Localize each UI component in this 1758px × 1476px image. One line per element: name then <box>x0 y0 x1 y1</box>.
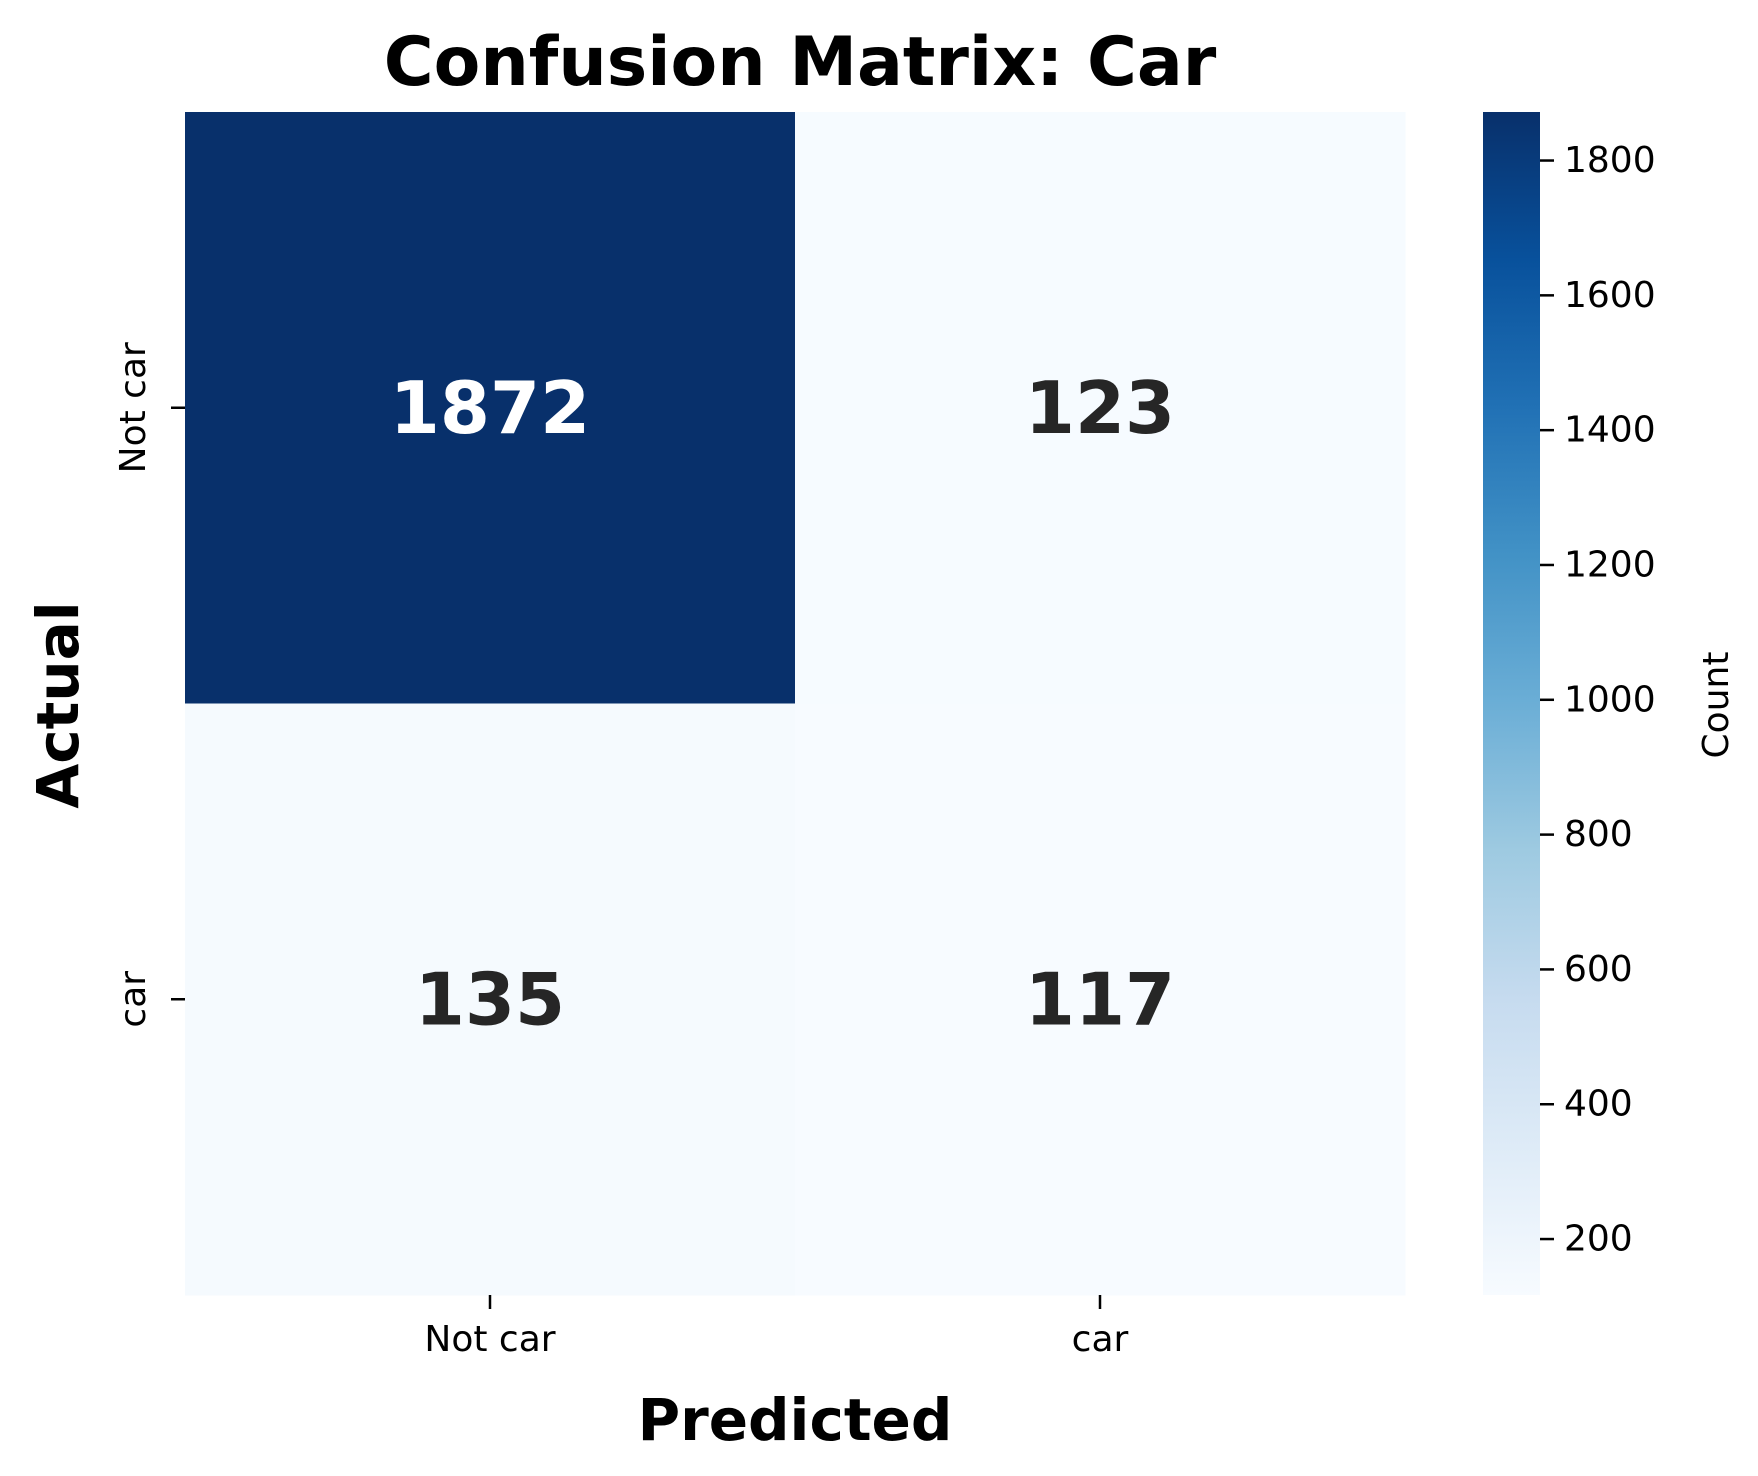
heatmap-cell-1-0 <box>185 703 796 1296</box>
heatmap-cells <box>185 112 1406 1296</box>
cell-value-0-1: 123 <box>1025 366 1175 450</box>
y-tick-label-0: Not car <box>113 342 154 473</box>
colorbar-tick-label-5: 1200 <box>1564 544 1656 585</box>
colorbar <box>1483 112 1540 1295</box>
cell-value-1-0: 135 <box>415 957 565 1041</box>
x-axis-label: Predicted <box>638 1386 953 1454</box>
x-tick-label-0: Not car <box>424 1319 555 1360</box>
colorbar-tick-label-0: 200 <box>1564 1219 1633 1260</box>
colorbar-tick-label-2: 600 <box>1564 949 1633 990</box>
x-tick-label-1: car <box>1072 1319 1129 1360</box>
colorbar-label: Count <box>1696 652 1737 759</box>
chart-title: Confusion Matrix: Car <box>384 23 1217 102</box>
heatmap-cell-0-0 <box>185 112 796 704</box>
y-axis-label: Actual <box>24 601 92 808</box>
x-axis-ticks: Not car car <box>424 1295 1129 1360</box>
y-axis-ticks: Not car car <box>113 342 185 1028</box>
colorbar-tick-label-4: 1000 <box>1564 679 1656 720</box>
colorbar-tick-label-6: 1400 <box>1564 410 1656 451</box>
heatmap-cell-0-1 <box>795 112 1406 704</box>
y-tick-label-1: car <box>113 971 154 1028</box>
colorbar-tick-label-8: 1800 <box>1564 140 1656 181</box>
colorbar-ticks: 200 400 600 800 1000 1200 1400 1600 1800 <box>1540 140 1656 1260</box>
colorbar-tick-label-3: 800 <box>1564 814 1633 855</box>
cell-value-1-1: 117 <box>1025 957 1175 1041</box>
cell-labels: 1872 123 135 117 <box>390 366 1175 1042</box>
heatmap-cell-1-1 <box>795 703 1406 1296</box>
colorbar-tick-label-7: 1600 <box>1564 275 1656 316</box>
cell-value-0-0: 1872 <box>390 366 590 450</box>
colorbar-tick-label-1: 400 <box>1564 1084 1633 1125</box>
